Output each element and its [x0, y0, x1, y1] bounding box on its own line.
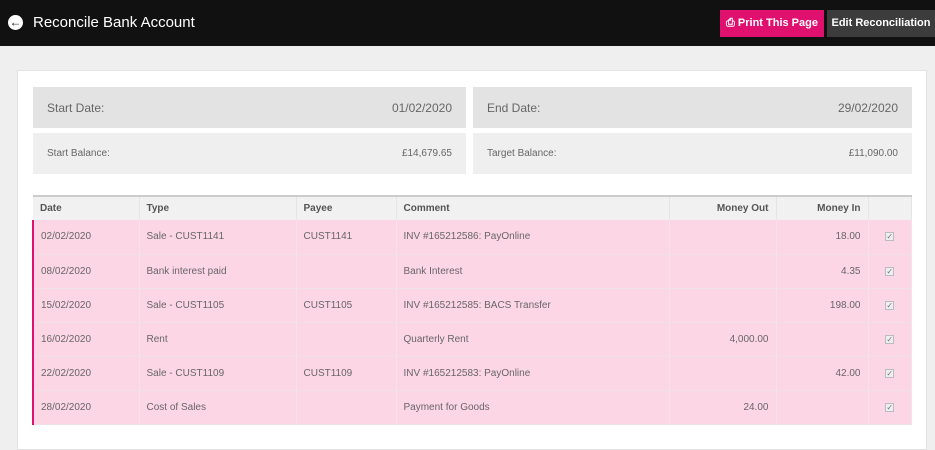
col-payee[interactable]: Payee [296, 195, 397, 220]
cell-in: 18.00 [776, 220, 869, 255]
reconciled-checkbox[interactable]: ✓ [885, 232, 895, 242]
page-title: Reconcile Bank Account [33, 14, 195, 31]
edit-reconciliation-button[interactable]: Edit Reconciliation [827, 10, 935, 37]
cell-out [669, 288, 777, 323]
end-date-box: End Date: 29/02/2020 [473, 87, 912, 128]
reconciled-checkbox[interactable]: ✓ [885, 334, 895, 344]
cell-comment: INV #165212585: BACS Transfer [396, 288, 670, 323]
label: End Date: [487, 100, 541, 115]
start-balance-box: Start Balance: £14,679.65 [33, 133, 466, 174]
cell-out: 4,000.00 [669, 322, 777, 357]
col-comment[interactable]: Comment [396, 195, 670, 220]
table-row[interactable]: 16/02/2020 Rent Quarterly Rent 4,000.00 ✓ [32, 322, 912, 357]
cell-type: Sale - CUST1141 [139, 220, 297, 255]
table-row[interactable]: 08/02/2020 Bank interest paid Bank Interes… [32, 254, 912, 289]
cell-in [776, 390, 869, 425]
table-row[interactable]: 22/02/2020 Sale - CUST1109 CUST1109 INV #16… [32, 356, 912, 391]
cell-in: 198.00 [776, 288, 869, 323]
col-check [868, 195, 912, 220]
end-date: 29/02/2020 [837, 100, 898, 115]
cell-date: 15/02/2020 [32, 288, 140, 323]
cell-comment: Bank Interest [396, 254, 670, 289]
cell-type: Sale - CUST1105 [139, 288, 297, 323]
start-date: 01/02/2020 [391, 100, 452, 115]
start-date-box: Start Date: 01/02/2020 [33, 87, 466, 128]
col-date[interactable]: Date [33, 195, 140, 220]
cell-check: ✓ [868, 254, 912, 289]
back-arrow-icon[interactable]: ← [8, 15, 23, 30]
cell-check: ✓ [868, 220, 912, 255]
cell-type: Cost of Sales [139, 390, 297, 425]
label: Start Date: [47, 100, 105, 115]
cell-date: 28/02/2020 [32, 390, 140, 425]
cell-out [669, 220, 777, 255]
cell-date: 22/02/2020 [32, 356, 140, 391]
cell-type: Bank interest paid [139, 254, 297, 289]
cell-type: Sale - CUST1109 [139, 356, 297, 391]
top-bar: ← Reconcile Bank Account ⎙ Print This Pa… [0, 0, 935, 46]
cell-check: ✓ [868, 288, 912, 323]
start-balance: £14,679.65 [401, 148, 452, 159]
printer-icon: ⎙ [726, 17, 738, 29]
cell-check: ✓ [868, 322, 912, 357]
cell-in: 42.00 [776, 356, 869, 391]
cell-type: Rent [139, 322, 297, 357]
cell-date: 08/02/2020 [32, 254, 140, 289]
cell-payee: CUST1141 [296, 220, 397, 255]
col-money-out[interactable]: Money Out [669, 195, 777, 220]
print-button[interactable]: ⎙ Print This Page [720, 10, 824, 37]
cell-payee: CUST1109 [296, 356, 397, 391]
col-type[interactable]: Type [139, 195, 297, 220]
cell-out [669, 254, 777, 289]
cell-out: 24.00 [669, 390, 777, 425]
cell-comment: INV #165212583: PayOnline [396, 356, 670, 391]
col-money-in[interactable]: Money In [776, 195, 869, 220]
cell-in: 4.35 [776, 254, 869, 289]
table-row[interactable]: 02/02/2020 Sale - CUST1141 CUST1141 INV #16… [32, 220, 912, 255]
reconciled-checkbox[interactable]: ✓ [885, 300, 895, 310]
reconciled-checkbox[interactable]: ✓ [885, 266, 895, 276]
label: Target Balance: [487, 148, 557, 159]
cell-payee [296, 322, 397, 357]
reconciled-checkbox[interactable]: ✓ [885, 368, 895, 378]
cell-payee [296, 390, 397, 425]
reconciled-checkbox[interactable]: ✓ [885, 402, 895, 412]
target-balance-box: Target Balance: £11,090.00 [473, 133, 912, 174]
cell-out [669, 356, 777, 391]
transactions-table: Date Type Payee Comment Money Out Money … [32, 195, 912, 425]
cell-date: 16/02/2020 [32, 322, 140, 357]
cell-comment: Quarterly Rent [396, 322, 670, 357]
cell-payee [296, 254, 397, 289]
cell-in [776, 322, 869, 357]
cell-comment: INV #165212586: PayOnline [396, 220, 670, 255]
cell-payee: CUST1105 [296, 288, 397, 323]
label: Start Balance: [47, 148, 110, 159]
table-row[interactable]: 15/02/2020 Sale - CUST1105 CUST1105 INV #16… [32, 288, 912, 323]
cell-comment: Payment for Goods [396, 390, 670, 425]
cell-check: ✓ [868, 390, 912, 425]
table-row[interactable]: 28/02/2020 Cost of Sales Payment for Goods… [32, 390, 912, 425]
cell-check: ✓ [868, 356, 912, 391]
cell-date: 02/02/2020 [32, 220, 140, 255]
target-balance: £11,090.00 [848, 148, 898, 159]
